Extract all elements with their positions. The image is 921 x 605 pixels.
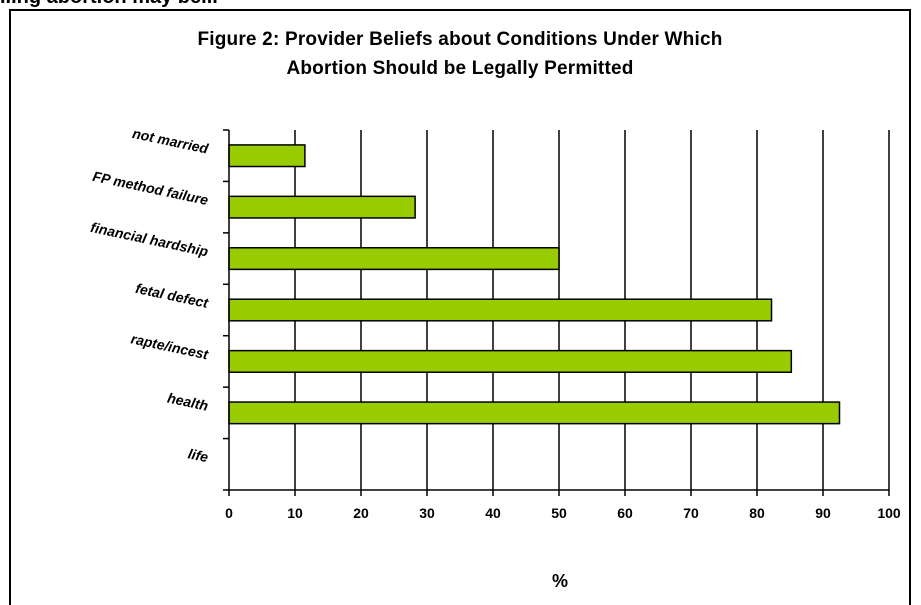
- x-tick-label: 50: [551, 505, 567, 521]
- x-tick-label: 100: [877, 505, 901, 521]
- x-tick-label: 0: [225, 505, 233, 521]
- bar-fetal-defect: [228, 298, 773, 322]
- cropped-heading-text: ...ng abortion may be...: [0, 0, 218, 9]
- chart-title-line-1: Figure 2: Provider Beliefs about Conditi…: [197, 29, 723, 50]
- x-tick-label: 80: [749, 505, 765, 521]
- x-tick-label: 20: [353, 505, 369, 521]
- bar-rapte-incest: [228, 349, 793, 373]
- category-label: health: [166, 390, 210, 414]
- x-tick-label: 90: [815, 505, 831, 521]
- category-label: life: [187, 445, 210, 465]
- x-tick-label: 70: [683, 505, 699, 521]
- bar-not-married: [228, 144, 306, 168]
- labels: 0 10 20 30 40 50 60 70 80 90 100 not married FP meth…: [89, 125, 901, 521]
- category-label: financial hardship: [89, 219, 210, 260]
- x-tick-label: 10: [287, 505, 303, 521]
- category-label: FP method failure: [91, 168, 210, 208]
- x-tick-label: 40: [485, 505, 501, 521]
- bar-health: [228, 401, 841, 425]
- category-label: rapte/incest: [129, 330, 211, 362]
- chart-title-line-2: Abortion Should be Legally Permitted: [286, 58, 634, 79]
- axes: [223, 129, 890, 496]
- bar-financial-hardship: [228, 247, 560, 271]
- x-tick-label: 60: [617, 505, 633, 521]
- category-label: fetal defect: [134, 280, 211, 311]
- bars: [228, 144, 841, 425]
- x-axis-title: %: [552, 571, 568, 591]
- bar-fp-method-failure: [228, 195, 416, 219]
- category-label: not married: [131, 125, 210, 157]
- x-tick-label: 30: [419, 505, 435, 521]
